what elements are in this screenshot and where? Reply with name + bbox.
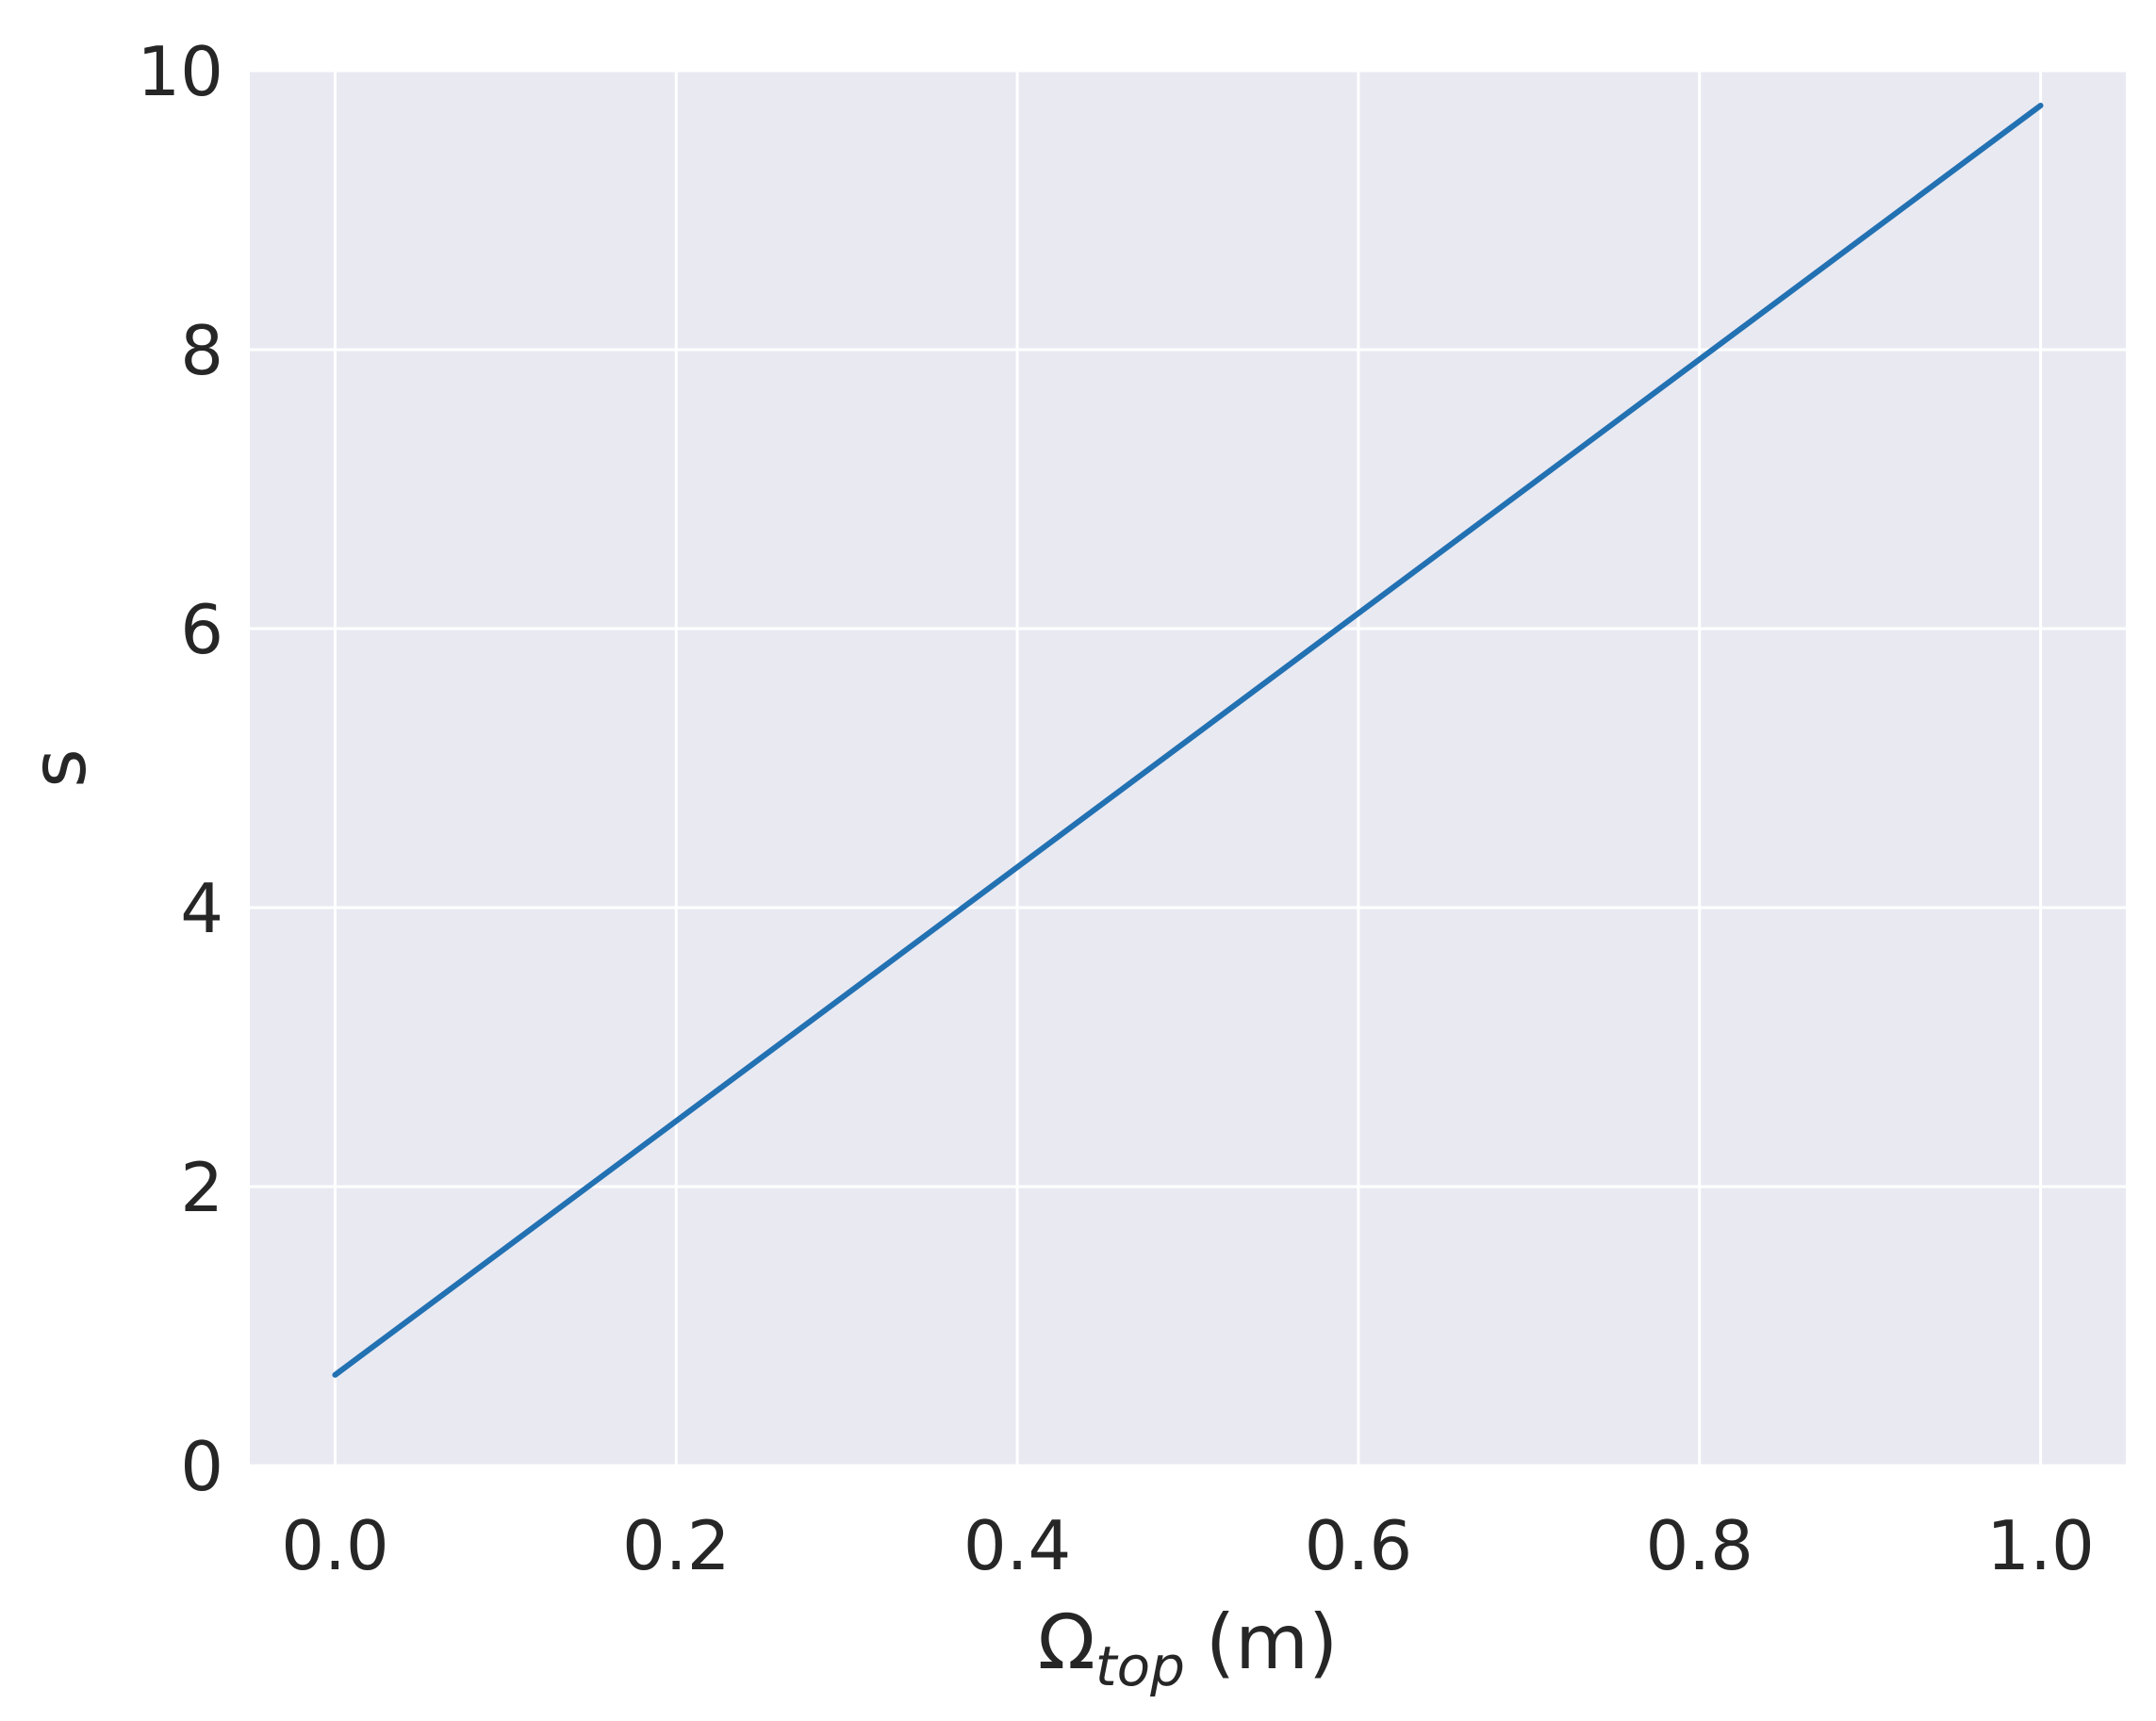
x-axis-label: Ωtop (m) xyxy=(1038,1598,1339,1698)
y-tick-label: 6 xyxy=(180,590,223,669)
y-tick-label: 0 xyxy=(180,1427,223,1506)
y-tick-label: 4 xyxy=(180,869,223,948)
x-axis-label-symbol: Ω xyxy=(1038,1598,1095,1686)
x-axis-label-subscript: top xyxy=(1095,1634,1185,1698)
y-tick-label: 10 xyxy=(137,32,223,111)
y-tick-labels: 0 2 4 6 8 10 xyxy=(137,32,223,1506)
y-tick-label: 8 xyxy=(180,311,223,390)
x-tick-label: 0.8 xyxy=(1645,1506,1753,1585)
grid-lines xyxy=(250,69,2126,1467)
plot-area xyxy=(250,71,2126,1466)
series-line xyxy=(332,103,2044,1378)
x-tick-labels: 0.0 0.2 0.4 0.6 0.8 1.0 xyxy=(281,1506,2095,1585)
y-axis-label: s xyxy=(15,748,103,788)
data-series xyxy=(332,103,2044,1378)
x-tick-label: 1.0 xyxy=(1986,1506,2095,1585)
x-tick-label: 0.0 xyxy=(281,1506,389,1585)
x-tick-label: 0.6 xyxy=(1305,1506,1413,1585)
y-tick-label: 2 xyxy=(180,1148,223,1227)
x-tick-label: 0.4 xyxy=(963,1506,1072,1585)
x-tick-label: 0.2 xyxy=(622,1506,731,1585)
x-axis-label-unit: (m) xyxy=(1206,1598,1338,1686)
